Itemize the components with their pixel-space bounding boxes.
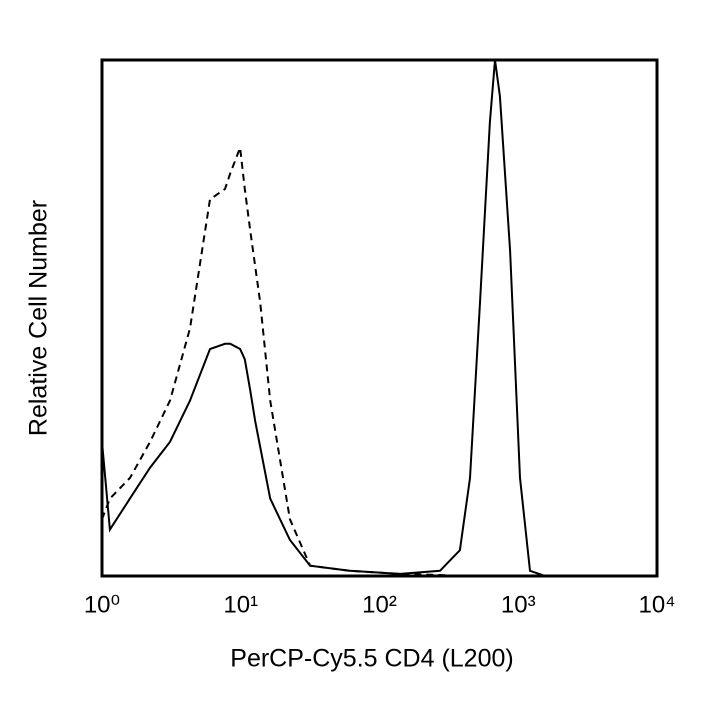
x-tick-label: 10⁴ [638,591,675,618]
y-axis-label: Relative Cell Number [25,200,53,436]
x-axis-label: PerCP-Cy5.5 CD4 (L200) [230,645,513,673]
x-tick-label: 10³ [501,591,536,618]
x-tick-label: 10⁰ [84,591,120,618]
histogram-line [101,59,657,577]
x-tick-label: 10¹ [223,591,258,618]
x-tick-label: 10² [362,591,397,618]
histogram-line [101,147,657,577]
plot-frame [100,58,659,578]
